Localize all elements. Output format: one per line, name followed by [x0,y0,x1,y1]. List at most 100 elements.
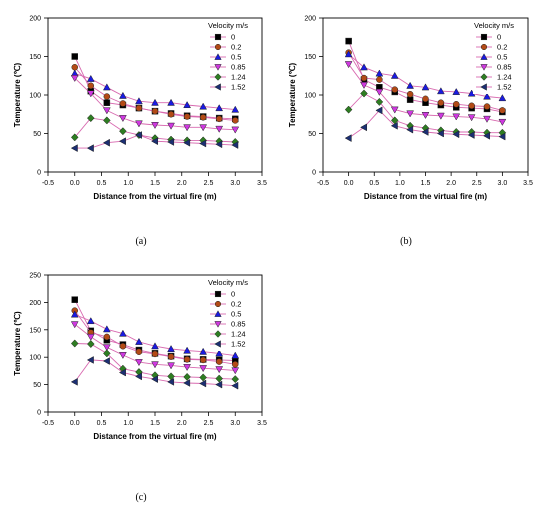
legend-entry: 1.24 [231,73,246,82]
data-point [483,92,491,100]
data-point [70,321,79,329]
data-point [151,350,159,358]
y-tick-label: 150 [29,54,41,61]
y-tick-label: 0 [37,410,41,417]
legend-marker [214,300,222,308]
data-point [375,88,384,96]
data-point [167,98,175,106]
legend-title: Velocity m/s [208,278,248,287]
data-point [215,115,223,123]
data-point [103,116,111,125]
y-tick-label: 150 [304,54,316,61]
x-tick-label: 2.5 [472,180,482,187]
legend-marker [214,83,221,91]
y-tick-label: 150 [29,327,41,334]
x-tick-label: 3.0 [498,180,508,187]
data-point [134,372,142,381]
data-point [70,75,79,83]
data-point [360,74,368,82]
x-tick-label: -0.5 [42,420,54,427]
data-point [151,375,159,383]
data-point [391,86,398,93]
legend-marker [214,321,222,328]
data-point [452,113,461,121]
data-point [215,104,224,112]
data-point [183,379,191,387]
legend-entry: 0.5 [231,53,241,62]
data-point [437,99,445,106]
data-point [86,317,95,325]
data-point [437,87,445,95]
data-point [167,111,175,118]
data-point [436,129,444,138]
data-point [71,296,78,303]
data-point [406,125,414,134]
series-0.85 [70,321,240,375]
data-point [119,100,127,107]
data-point [119,342,127,350]
legend-marker [214,64,222,71]
data-point [467,114,476,122]
data-point [183,138,191,147]
data-point [215,380,223,389]
data-point [167,377,175,386]
y-tick-label: 200 [29,16,41,23]
data-point [390,106,399,114]
data-point [167,345,175,352]
data-point [134,131,142,139]
x-tick-label: 0.0 [70,420,80,427]
data-point [406,81,414,89]
data-point [344,105,353,114]
data-point [70,339,79,348]
data-point [199,365,208,373]
data-point [102,107,111,115]
legend-entry: 1.24 [231,330,246,339]
data-point [483,103,491,110]
data-point [498,132,506,141]
x-tick-label: 1.0 [123,420,133,427]
data-point [199,124,208,132]
x-tick-label: 0.0 [70,180,80,187]
data-point [390,121,398,130]
data-point [231,375,240,384]
x-tick-label: 1.5 [150,420,160,427]
legend-marker [480,64,488,71]
y-tick-label: 50 [33,382,41,389]
data-point [167,138,175,146]
data-point [151,361,159,369]
data-point [406,110,414,118]
y-axis-label: Temperature (℃) [288,62,297,127]
legend-title: Velocity m/s [474,21,514,30]
data-point [344,61,353,69]
data-point [231,105,240,113]
data-point [437,112,445,120]
data-point [453,100,460,108]
series-1.52 [70,356,239,390]
x-axis-label: Distance from the virtual fire (m) [93,192,216,201]
legend-marker [480,43,488,51]
data-point [70,133,79,142]
legend-marker [480,53,488,60]
x-tick-label: 3.5 [523,180,533,187]
legend-entry: 1.24 [497,73,512,82]
legend-entry: 1.52 [231,340,246,349]
data-point [360,123,368,132]
x-tick-label: 3.5 [257,180,267,187]
data-point [71,64,78,71]
data-point [102,138,110,147]
data-point [151,98,159,106]
data-point [452,87,461,95]
data-point [167,353,175,360]
data-point [102,83,111,91]
data-point [103,333,111,341]
data-point [452,130,460,139]
legend-entry: 0 [231,33,235,42]
y-tick-label: 200 [304,16,316,23]
x-axis-label: Distance from the virtual fire (m) [93,432,216,441]
chart-panel-1: -0.5 0.0 0.5 1.0 1.5 2.0 2.5 3.0 3.5 0 50 100 150 200… [288,16,533,248]
panel-label: (b) [400,236,412,247]
legend: Velocity m/s 00.20.50.851.241.52 [207,277,261,351]
data-point [376,76,383,83]
series-0.85 [70,75,240,134]
data-point [467,131,475,139]
